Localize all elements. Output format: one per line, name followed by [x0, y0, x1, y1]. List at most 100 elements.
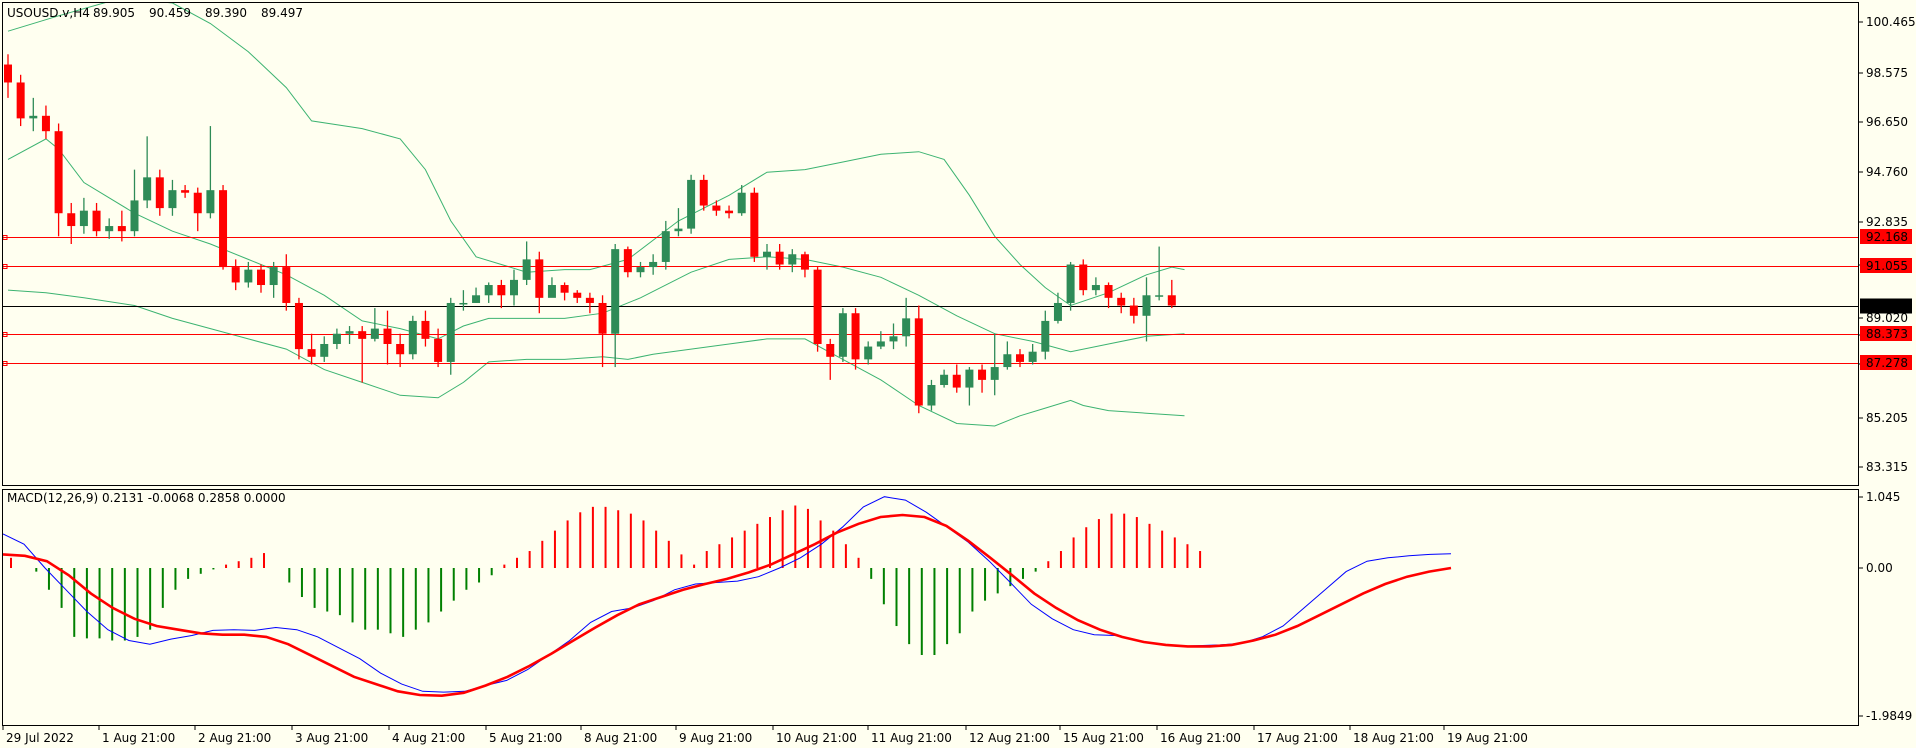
candle-body [257, 269, 265, 286]
level-marker [3, 332, 8, 337]
macd-y-axis: 1.045 0.00 -1.9849 [1859, 490, 1912, 723]
candle-body [1016, 354, 1024, 362]
level-price-label-bg [1860, 229, 1912, 244]
main-y-axis: 100.465 98.575 96.650 94.760 92.835 91.055 89.… [1859, 15, 1916, 474]
level-price-label-bg [1860, 355, 1912, 370]
candle-body [307, 349, 316, 357]
candle-body [472, 295, 481, 303]
candle-body [1028, 351, 1037, 362]
candle-body [598, 302, 607, 334]
candle-body [484, 285, 493, 296]
candle-body [497, 285, 506, 296]
candle-body [800, 254, 809, 270]
candle-body [130, 200, 139, 232]
candle-body [294, 302, 303, 350]
main-panel-header-high: 90.459 [149, 6, 191, 20]
candle-body [206, 190, 215, 214]
main-panel-header-close: 89.497 [261, 6, 303, 20]
macd-signal-line [3, 513, 1452, 698]
candle-body [889, 336, 898, 342]
candle-body [1155, 295, 1164, 297]
level-price-label-text: 88.373 [1866, 327, 1908, 341]
candle-body [611, 249, 620, 334]
candle-body [623, 249, 632, 273]
level-marker [3, 264, 8, 269]
candle-body [687, 179, 696, 229]
x-tick-label: 2 Aug 21:00 [198, 731, 271, 745]
candle-body [143, 177, 152, 201]
x-tick-label: 8 Aug 21:00 [584, 731, 657, 745]
candle-body [1079, 264, 1088, 291]
macd-panel-header: MACD(12,26,9) 0.2131 -0.0068 0.2858 0.00… [7, 491, 286, 505]
candle-body [902, 318, 911, 337]
candle-body [421, 320, 430, 339]
current-price-label: 89.497 [1860, 298, 1912, 314]
candle-body [560, 285, 569, 293]
macd-y-tick-label: 0.00 [1866, 561, 1893, 575]
candle-body [383, 328, 392, 344]
candle-body [914, 318, 923, 406]
price-labels: 92.168 91.055 88.373 87.278 89.497 [1860, 229, 1912, 370]
candle-body [105, 226, 114, 232]
level-price-label: 87.278 [1860, 355, 1912, 370]
level-price-label: 91.055 [1860, 258, 1912, 273]
candle-body [181, 190, 190, 193]
y-tick-label: 98.575 [1866, 66, 1908, 80]
x-tick-label: 15 Aug 21:00 [1063, 731, 1144, 745]
x-tick-label: 11 Aug 21:00 [871, 731, 952, 745]
current-price-label-text: 89.497 [1866, 300, 1908, 314]
candle-body [1167, 295, 1176, 306]
candle-body [674, 228, 683, 232]
macd-y-tick-label: -1.9849 [1866, 709, 1912, 723]
candle-body [1041, 320, 1050, 352]
candle-body [737, 192, 746, 214]
candle-body [1053, 302, 1062, 321]
y-tick-label: 83.315 [1866, 460, 1908, 474]
bollinger-middle-line [7, 138, 1185, 353]
candle-body [699, 179, 708, 206]
candle-body [219, 190, 228, 268]
candle-body [358, 331, 367, 339]
x-tick-label: 16 Aug 21:00 [1160, 731, 1241, 745]
x-tick-label: 3 Aug 21:00 [295, 731, 368, 745]
y-tick-label: 89.020 [1866, 311, 1908, 325]
candle-body [155, 177, 164, 209]
candle-body [396, 343, 405, 355]
candle-body [876, 341, 885, 347]
candle-body [990, 367, 999, 380]
x-tick-label: 4 Aug 21:00 [392, 731, 465, 745]
candle-body [29, 115, 38, 119]
candle-body [434, 338, 443, 362]
x-tick-label: 9 Aug 21:00 [679, 731, 752, 745]
main-panel-frame [2, 2, 1859, 486]
candle-body [408, 320, 417, 355]
level-marker [3, 235, 8, 240]
candle-body [978, 369, 987, 380]
candle-body [193, 192, 202, 214]
x-axis: 29 Jul 2022 1 Aug 21:00 2 Aug 21:00 3 Aug 2… [2, 725, 1528, 745]
candle-body [269, 267, 278, 286]
y-tick-label: 94.760 [1866, 165, 1908, 179]
candle-body [927, 385, 936, 406]
main-panel-header-open: 89.905 [93, 6, 135, 20]
level-price-label-text: 92.168 [1866, 230, 1908, 244]
candle-body [547, 285, 556, 298]
candle-body [788, 254, 797, 265]
candle-body [282, 267, 291, 303]
candle-body [1091, 285, 1100, 291]
candle-body [92, 210, 101, 232]
bollinger-bands [7, 3, 1185, 427]
candle-body [1117, 297, 1126, 306]
x-tick-label: 19 Aug 21:00 [1447, 731, 1528, 745]
x-tick-label: 18 Aug 21:00 [1353, 731, 1434, 745]
candle-body [826, 343, 835, 357]
macd-y-tick-label: 1.045 [1866, 490, 1900, 504]
level-price-label-bg [1860, 326, 1912, 341]
candle-body [1104, 285, 1113, 298]
candle-body [332, 333, 341, 344]
bollinger-lower-line [7, 289, 1185, 427]
candle-body [649, 261, 658, 268]
candle-body [1129, 305, 1138, 316]
candle-body [1142, 295, 1151, 316]
